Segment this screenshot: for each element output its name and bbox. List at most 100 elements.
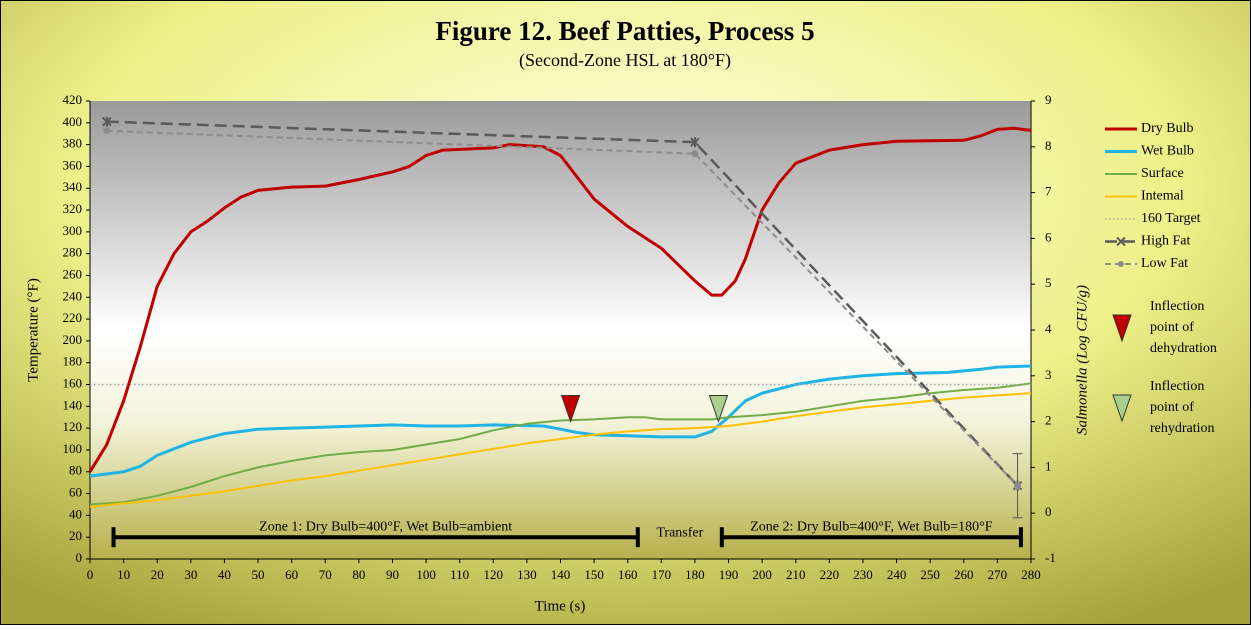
y-tick-label: 400	[63, 114, 83, 129]
y-tick-label: 280	[63, 245, 83, 260]
x-tick-label: 260	[954, 567, 974, 582]
x-tick-label: 100	[416, 567, 436, 582]
legend-label: Surface	[1141, 166, 1184, 181]
legend-label: rehydration	[1150, 421, 1215, 436]
x-tick-label: 150	[584, 567, 604, 582]
series-line	[88, 126, 1032, 473]
y2-tick-label: 6	[1045, 229, 1052, 244]
legend-marker	[1116, 236, 1126, 247]
y-tick-label: 220	[63, 310, 83, 325]
x-tick-label: 70	[319, 567, 332, 582]
x-tick-label: 90	[386, 567, 399, 582]
y-tick-label: 0	[76, 550, 83, 565]
y2-tick-label: 9	[1045, 92, 1052, 107]
legend-marker	[1112, 314, 1132, 343]
legend-label: dehydration	[1150, 341, 1217, 356]
y-tick-label: 380	[63, 136, 83, 151]
x-tick-label: 110	[450, 567, 469, 582]
series-line	[89, 364, 1032, 478]
x-tick-label: 130	[517, 567, 537, 582]
point	[102, 116, 112, 127]
y-tick-label: 300	[63, 223, 83, 238]
legend-label: 160 Target	[1141, 211, 1201, 226]
x-tick-label: 210	[786, 567, 806, 582]
y2-tick-label: 8	[1045, 138, 1052, 153]
legend-label: point of	[1150, 400, 1194, 415]
plot-area	[90, 101, 1031, 559]
y-tick-label: 60	[69, 485, 82, 500]
y2-tick-label: 5	[1045, 275, 1052, 290]
y2-tick-label: -1	[1045, 550, 1056, 565]
x-axis-label: Time (s)	[535, 598, 586, 614]
inflection-marker	[560, 395, 581, 424]
y-tick-label: 100	[63, 441, 83, 456]
y-tick-label: 260	[63, 266, 83, 281]
point	[1014, 482, 1022, 490]
zone-label: Zone 1: Dry Bulb=400°F, Wet Bulb=ambient	[259, 519, 512, 534]
legend-label: Intemal	[1141, 189, 1184, 204]
y-tick-label: 80	[69, 463, 82, 478]
y-tick-label: 200	[63, 332, 83, 347]
y-tick-label: 160	[63, 376, 83, 391]
y-tick-label: 360	[63, 157, 83, 172]
x-tick-label: 50	[252, 567, 265, 582]
y-tick-label: 120	[63, 419, 83, 434]
point	[691, 150, 699, 158]
x-tick-label: 40	[218, 567, 231, 582]
y2-tick-label: 3	[1045, 367, 1052, 382]
x-tick-label: 190	[719, 567, 739, 582]
x-tick-label: 120	[484, 567, 504, 582]
x-tick-label: 140	[551, 567, 571, 582]
y2-tick-label: 0	[1045, 504, 1052, 519]
x-tick-label: 60	[285, 567, 298, 582]
legend-label: Low Fat	[1141, 256, 1188, 271]
zone-label: Zone 2: Dry Bulb=400°F, Wet Bulb=180°F	[750, 519, 992, 534]
y-tick-label: 180	[63, 354, 83, 369]
y-tick-label: 420	[63, 92, 83, 107]
x-tick-label: 230	[853, 567, 873, 582]
y2-axis-label: Salmonella (Log CFU/g)	[1074, 285, 1090, 435]
legend-label: Wet Bulb	[1141, 144, 1194, 159]
y-tick-label: 240	[63, 288, 83, 303]
y-tick-label: 20	[69, 528, 82, 543]
chart-subtitle: (Second-Zone HSL at 180°F)	[519, 50, 731, 71]
legend-label: Dry Bulb	[1141, 121, 1194, 136]
y-tick-label: 340	[63, 179, 83, 194]
legend-label: Inflection	[1150, 299, 1204, 314]
x-tick-label: 10	[117, 567, 130, 582]
series-line	[89, 392, 1032, 508]
chart-title: Figure 12. Beef Patties, Process 5	[435, 16, 814, 46]
x-tick-label: 20	[151, 567, 164, 582]
series-line	[106, 120, 1019, 487]
x-tick-label: 240	[887, 567, 907, 582]
y-tick-label: 320	[63, 201, 83, 216]
y-tick-label: 40	[69, 506, 82, 521]
x-tick-label: 80	[352, 567, 365, 582]
y2-tick-label: 1	[1045, 458, 1052, 473]
point	[690, 137, 700, 148]
legend-label: Inflection	[1150, 379, 1204, 394]
x-tick-label: 200	[752, 567, 772, 582]
x-tick-label: 270	[988, 567, 1008, 582]
transfer-label: Transfer	[656, 525, 703, 540]
legend-marker	[1112, 394, 1132, 423]
x-tick-label: 160	[618, 567, 638, 582]
legend-label: point of	[1150, 320, 1194, 335]
x-tick-label: 170	[652, 567, 672, 582]
y2-tick-label: 4	[1045, 321, 1052, 336]
x-tick-label: 280	[1021, 567, 1041, 582]
x-tick-label: 220	[820, 567, 840, 582]
y-tick-label: 140	[63, 397, 83, 412]
inflection-marker	[708, 395, 729, 424]
y-axis-label: Temperature (°F)	[25, 278, 41, 382]
point	[103, 127, 111, 135]
legend-label: High Fat	[1141, 234, 1191, 249]
x-tick-label: 180	[685, 567, 705, 582]
y2-tick-label: 2	[1045, 413, 1052, 428]
x-tick-label: 0	[87, 567, 94, 582]
legend-marker	[1118, 261, 1124, 267]
x-tick-label: 30	[184, 567, 197, 582]
series-line	[89, 382, 1032, 506]
x-tick-label: 250	[920, 567, 940, 582]
